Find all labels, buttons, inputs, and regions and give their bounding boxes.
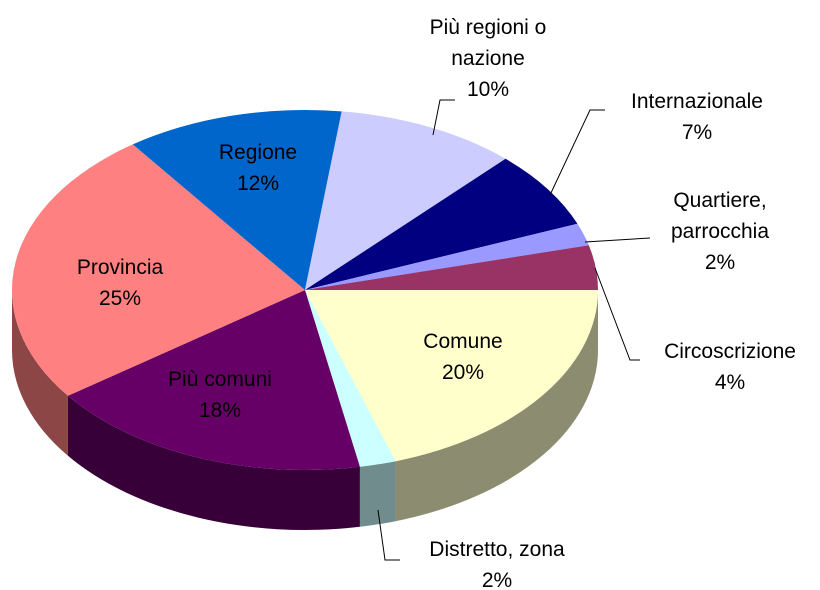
value-label: 18%	[198, 399, 242, 422]
leader-line	[594, 267, 640, 361]
pie-slice	[132, 110, 342, 290]
value-label: 12%	[236, 172, 280, 195]
pie-slice	[305, 158, 578, 290]
value-label: 2%	[704, 251, 736, 274]
value-label: 25%	[98, 287, 142, 310]
pie-side	[67, 395, 360, 530]
slice-label: Più regioni o nazione 10%	[403, 12, 573, 105]
slice-label: Quartiere, parrocchia 2%	[650, 185, 790, 278]
slice-label: Distretto, zona 2%	[367, 534, 627, 590]
value-label: 20%	[441, 361, 485, 384]
pie-slice	[305, 290, 598, 462]
category-label: Distretto, zona	[429, 538, 565, 561]
slice-label: Circoscrizione 4%	[630, 336, 820, 398]
slice-label: Più comuni 18%	[120, 364, 320, 426]
slice-label: Internazionale 7%	[597, 86, 797, 148]
category-label: Internazionale	[631, 90, 763, 113]
slice-label: Provincia 25%	[20, 252, 220, 314]
value-label: 10%	[466, 78, 510, 101]
value-label: 4%	[714, 371, 746, 394]
category-label: Regione	[218, 141, 298, 164]
pie-side	[12, 290, 68, 456]
leader-line	[377, 509, 400, 561]
pie-side	[395, 290, 598, 522]
slice-label: Comune 20%	[363, 326, 563, 388]
pie-slice	[305, 245, 598, 290]
category-label: Più comuni	[168, 368, 272, 391]
leader-line	[584, 237, 651, 243]
pie-slice	[11, 144, 305, 396]
value-label: 7%	[681, 121, 713, 144]
pie-side	[359, 461, 396, 527]
pie-slice	[67, 290, 360, 470]
leader-line	[432, 99, 455, 136]
category-label: Più regioni o nazione	[429, 16, 547, 70]
category-label: Circoscrizione	[664, 340, 796, 363]
pie-slice	[305, 111, 506, 290]
leader-line	[549, 109, 605, 196]
category-label: Comune	[423, 330, 503, 353]
value-label: 2%	[481, 569, 513, 590]
pie-slice	[305, 290, 396, 467]
pie-slice	[305, 223, 589, 290]
slice-label: Regione 12%	[158, 137, 358, 199]
category-label: Quartiere, parrocchia	[670, 189, 770, 243]
category-label: Provincia	[76, 256, 164, 279]
